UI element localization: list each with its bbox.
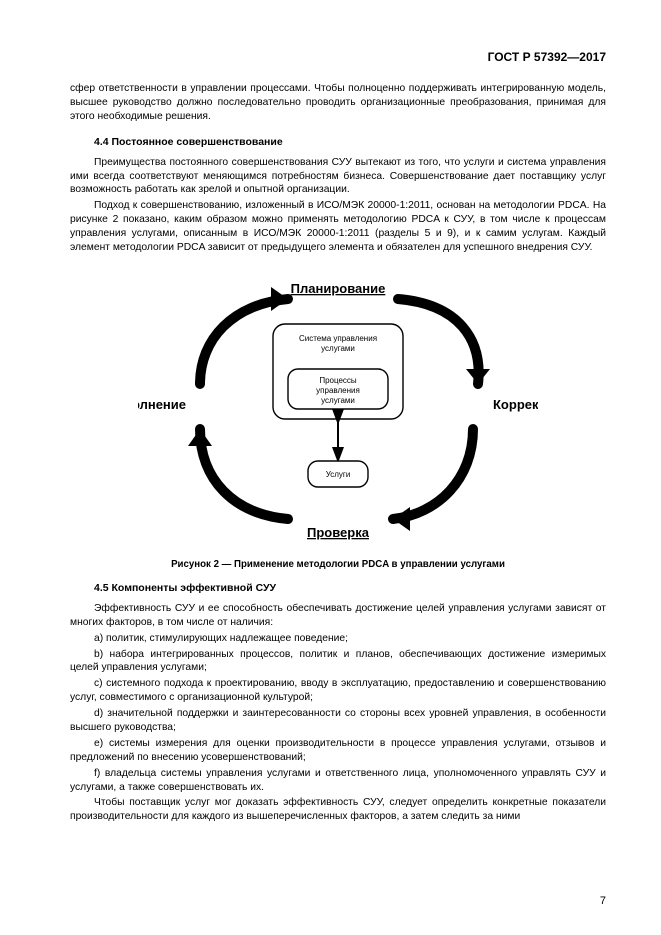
diagram-outer-box-label1: Cистема управления xyxy=(299,334,377,343)
text: Чтобы поставщик услуг мог доказать эффек… xyxy=(70,796,606,824)
list-item-d: d) значительной поддержки и заинтересова… xyxy=(70,707,606,735)
text: Подход к совершенствованию, изложенный в… xyxy=(70,199,606,255)
diagram-label-do: Выполнение xyxy=(138,397,186,412)
diagram-outer-box-label2: услугами xyxy=(321,344,355,353)
text: Эффективность СУУ и ее способность обесп… xyxy=(70,602,606,630)
diagram-inner-box-label2: управления xyxy=(316,386,360,395)
list-item-a: a) политик, стимулирующих надлежащее пов… xyxy=(70,632,606,646)
list-item-b: b) набора интегрированных процессов, пол… xyxy=(70,648,606,676)
list-item-f: f) владельца системы управления услугами… xyxy=(70,767,606,795)
figure-2-caption: Рисунок 2 — Применение методологии PDCA … xyxy=(70,559,606,570)
diagram-label-check: Проверка xyxy=(307,525,370,540)
list-item-c: c) системного подхода к проектированию, … xyxy=(70,677,606,705)
list-item-e: e) системы измерения для оценки производ… xyxy=(70,737,606,765)
section-4-5-body: Эффективность СУУ и ее способность обесп… xyxy=(70,602,606,824)
section-4-4-heading: 4.4 Постоянное совершенствование xyxy=(94,136,606,148)
document-id: ГОСТ Р 57392—2017 xyxy=(70,50,606,64)
page-number: 7 xyxy=(600,895,606,907)
diagram-label-plan: Планирование xyxy=(291,281,386,296)
diagram-services-label: Услуги xyxy=(326,470,351,479)
diagram-inner-box-label1: Процессы xyxy=(319,376,357,385)
pdca-diagram: Планирование Корректировка Проверка Выпо… xyxy=(138,269,538,549)
paragraph-continuation: сфер ответственности в управлении процес… xyxy=(70,82,606,124)
text: Преимущества постоянного совершенствован… xyxy=(70,156,606,198)
diagram-inner-box-label3: услугами xyxy=(321,396,355,405)
section-4-4-body: Преимущества постоянного совершенствован… xyxy=(70,156,606,255)
document-page: ГОСТ Р 57392—2017 сфер ответственности в… xyxy=(0,0,661,935)
diagram-label-act: Корректировка xyxy=(493,397,538,412)
section-4-5-heading: 4.5 Компоненты эффективной СУУ xyxy=(94,582,606,594)
text: сфер ответственности в управлении процес… xyxy=(70,82,606,124)
